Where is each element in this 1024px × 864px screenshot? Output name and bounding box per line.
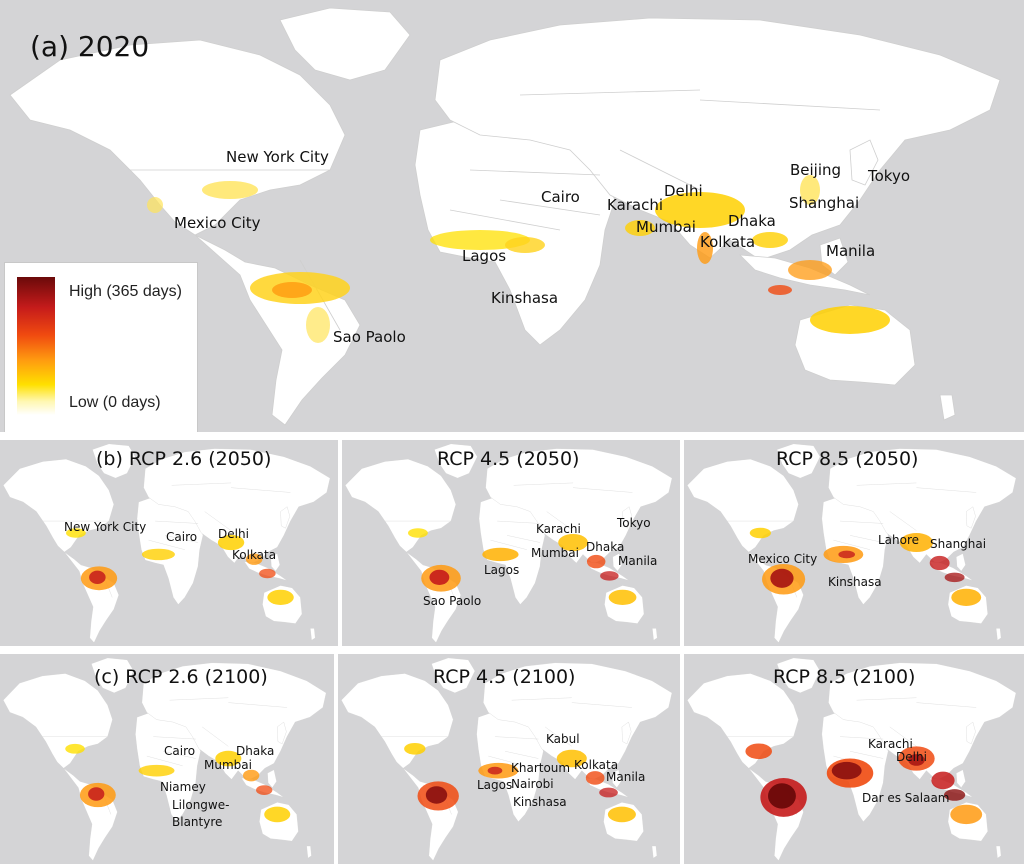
city-label: Karachi	[536, 522, 581, 536]
city-label: Kabul	[546, 732, 580, 746]
city-label: Dar es Salaam	[862, 791, 950, 805]
city-label: Delhi	[664, 182, 703, 200]
city-label: Mumbai	[204, 758, 252, 772]
city-label: Blantyre	[172, 815, 223, 829]
city-label: Cairo	[164, 744, 196, 758]
map-panel-rcp26-2100: (c) RCP 2.6 (2100) Cairo Dhaka Mumbai Ni…	[0, 654, 334, 864]
city-label: Kinshasa	[491, 289, 559, 307]
city-label: Tokyo	[868, 167, 910, 185]
city-label: Mexico City	[748, 552, 818, 566]
legend: High (365 days) Low (0 days)	[4, 262, 198, 432]
city-label: Dhaka	[236, 744, 275, 758]
city-label: Mumbai	[531, 546, 579, 560]
legend-low-label: Low (0 days)	[69, 394, 161, 411]
panel-title: (b) RCP 2.6 (2050)	[96, 448, 272, 470]
panel-title: RCP 8.5 (2050)	[776, 448, 919, 470]
city-label: Cairo	[166, 530, 198, 544]
city-label: Karachi	[607, 196, 664, 214]
map-panel-rcp45-2100: RCP 4.5 (2100) Kabul Khartoum Kolkata Na…	[338, 654, 680, 864]
city-label: Delhi	[218, 527, 249, 541]
map-panel-rcp45-2050: RCP 4.5 (2050) Karachi Tokyo Mumbai Dhak…	[342, 440, 680, 646]
city-label: Dhaka	[728, 212, 776, 230]
city-label: Dhaka	[586, 540, 625, 554]
city-label: Manila	[606, 770, 646, 784]
city-label: Lagos	[484, 563, 520, 577]
city-label: Lahore	[878, 533, 920, 547]
panel-title-2020: (a) 2020	[30, 30, 150, 63]
map-panel-rcp85-2050: RCP 8.5 (2050) Lahore Shanghai Mexico Ci…	[684, 440, 1024, 646]
city-label: Nairobi	[511, 777, 554, 791]
city-label: Khartoum	[511, 761, 571, 775]
city-label: Kolkata	[232, 548, 277, 562]
city-label: Manila	[618, 554, 658, 568]
city-label: Delhi	[896, 750, 927, 764]
city-label: Sao Paolo	[423, 594, 482, 608]
city-label: Niamey	[160, 780, 206, 794]
city-label: New York City	[64, 520, 147, 534]
city-label: Manila	[826, 242, 876, 260]
heat-overlay-2020	[147, 175, 890, 343]
city-label: Mumbai	[636, 218, 696, 236]
city-label: Karachi	[868, 737, 913, 751]
city-label: Lagos	[477, 778, 513, 792]
city-label: Beijing	[790, 161, 842, 179]
world-map-2020	[9, 7, 1001, 426]
city-label: Kinshasa	[828, 575, 882, 589]
map-panel-2020: (a) 2020 New York City Mexico City Sao P…	[0, 0, 1024, 432]
city-label: Cairo	[541, 188, 580, 206]
map-panel-rcp26-2050: (b) RCP 2.6 (2050) New York City Cairo D…	[0, 440, 338, 646]
city-label: Kolkata	[574, 758, 619, 772]
legend-color-bar	[17, 277, 55, 415]
city-label: Sao Paolo	[333, 328, 406, 346]
panel-title: RCP 8.5 (2100)	[773, 666, 916, 688]
city-label: Shanghai	[789, 194, 860, 212]
legend-high-label: High (365 days)	[69, 283, 182, 300]
city-label: Kinshasa	[513, 795, 567, 809]
city-label: Kolkata	[700, 233, 756, 251]
city-label: Lilongwe-	[172, 798, 230, 812]
panel-title: RCP 4.5 (2100)	[433, 666, 576, 688]
map-panel-rcp85-2100: RCP 8.5 (2100) Karachi Delhi Dar es Sala…	[684, 654, 1024, 864]
panel-title: RCP 4.5 (2050)	[437, 448, 580, 470]
city-label: Shanghai	[930, 537, 987, 551]
panel-title: (c) RCP 2.6 (2100)	[94, 666, 268, 688]
city-label: Lagos	[462, 247, 507, 265]
city-label: Mexico City	[174, 214, 261, 232]
city-label: Tokyo	[617, 516, 651, 530]
city-label: New York City	[226, 148, 329, 166]
